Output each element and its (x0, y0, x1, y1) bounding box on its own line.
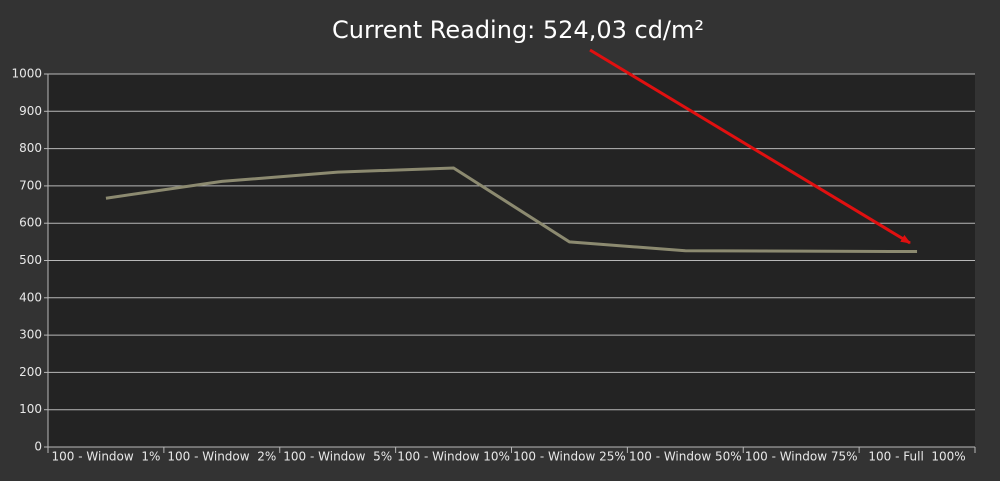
y-tick-label: 800 (19, 141, 42, 155)
y-tick-label: 1000 (11, 67, 42, 81)
annotation-arrow (589, 48, 911, 245)
y-tick-label: 600 (19, 216, 42, 230)
y-tick-label: 300 (19, 328, 42, 342)
y-tick-label: 500 (19, 253, 42, 267)
y-tick-label: 100 (19, 402, 42, 416)
y-tick-label: 400 (19, 290, 42, 304)
y-tick-label: 700 (19, 178, 42, 192)
x-tick-label: 100 - Window 10% (397, 450, 510, 464)
x-tick-label: 100 - Window 5% (283, 450, 392, 464)
y-tick-label: 0 (34, 440, 42, 454)
x-tick-label: 100 - Window 75% (745, 450, 858, 464)
layer: 0 100 200 300 400 500 600 700 800 900 1000 100 - Wi… (11, 67, 976, 464)
chart-title: Current Reading: 524,03 cd/m² (332, 16, 704, 44)
y-tick-label: 200 (19, 365, 42, 379)
x-tick-label: 100 - Window 1% (52, 450, 161, 464)
x-tick-label: 100 - Window 50% (629, 450, 742, 464)
x-tick-label: 100 - Full 100% (868, 450, 965, 464)
x-tick-label: 100 - Window 25% (513, 450, 626, 464)
series-line (105, 166, 918, 254)
x-tick-label: 100 - Window 2% (167, 450, 276, 464)
y-tick-label: 900 (19, 104, 42, 118)
